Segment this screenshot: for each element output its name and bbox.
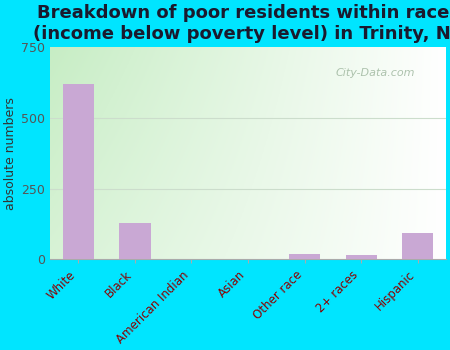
Y-axis label: absolute numbers: absolute numbers [4, 97, 17, 210]
Bar [119, 223, 150, 259]
Bar [402, 232, 433, 259]
Bar [289, 254, 320, 259]
Title: Breakdown of poor residents within races
(income below poverty level) in Trinity: Breakdown of poor residents within races… [32, 4, 450, 43]
Bar [346, 255, 377, 259]
Bar [63, 84, 94, 259]
Text: City-Data.com: City-Data.com [335, 68, 414, 78]
